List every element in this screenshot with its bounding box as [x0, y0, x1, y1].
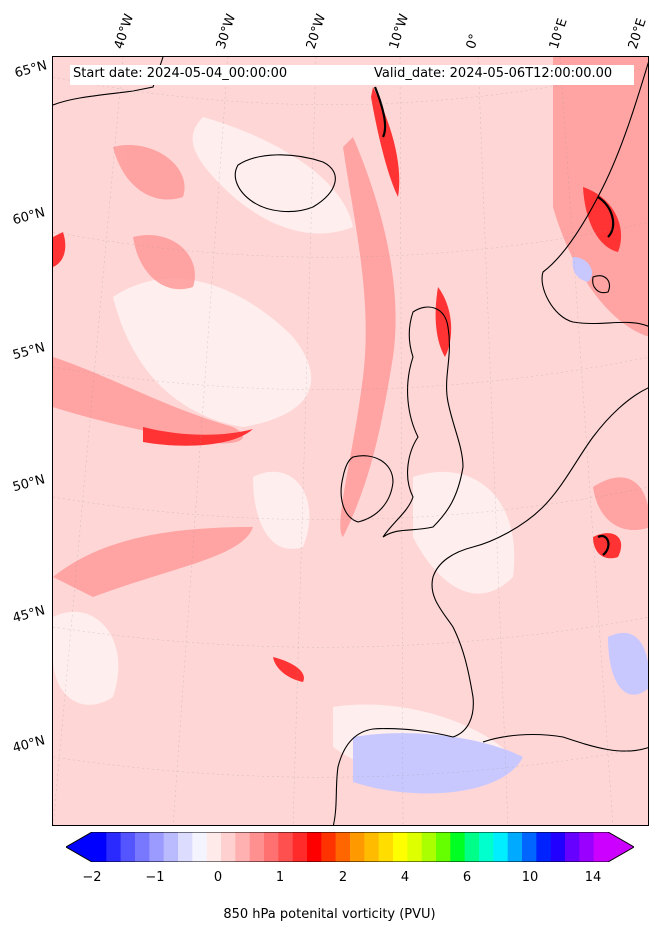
lon-label-10w: 10°W: [386, 12, 413, 51]
colorbar: [66, 832, 634, 862]
colorbar-segment: [235, 832, 250, 862]
colorbar-segment: [393, 832, 408, 862]
colorbar-segment: [565, 832, 580, 862]
colorbar-segment: [92, 832, 107, 862]
colorbar-segment: [292, 832, 308, 862]
colorbar-label: 850 hPa potenital vorticity (PVU): [223, 907, 436, 922]
colorbar-tick-label: 14: [584, 870, 602, 885]
colorbar-segment: [149, 832, 164, 862]
colorbar-segment: [493, 832, 508, 862]
colorbar-segment: [178, 832, 193, 862]
colorbar-segment: [536, 832, 551, 862]
valid-date-label: Valid_date: 2024-05-06T12:00:00.00: [374, 66, 613, 81]
colorbar-segment: [135, 832, 150, 862]
low-pv-regions: [53, 117, 515, 780]
colorbar-segment: [436, 832, 451, 862]
lon-label-30w: 30°W: [213, 12, 240, 51]
colorbar-segment: [221, 832, 236, 862]
colorbar-segment: [364, 832, 379, 862]
start-date-label: Start date: 2024-05-04_00:00:00: [73, 66, 288, 81]
colorbar-segment: [350, 832, 365, 862]
negative-pv-regions: [353, 257, 648, 794]
iceland-coast: [234, 154, 336, 213]
colorbar-tick-label: 6: [462, 870, 472, 885]
colorbar-segment: [264, 832, 279, 862]
high-pv-regions: [53, 87, 622, 682]
colorbar-segment: [421, 832, 437, 862]
norway-coast: [541, 61, 648, 327]
lon-label-0: 0°: [463, 32, 483, 51]
colorbar-segment: [464, 832, 480, 862]
ireland-coast: [340, 455, 394, 523]
colorbar-extend-min: [66, 832, 92, 862]
colorbar-segment: [550, 832, 566, 862]
mediterranean-coast: [482, 734, 648, 752]
sweden-lake: [592, 275, 611, 294]
colorbar-segment: [378, 832, 394, 862]
colorbar-segment: [307, 832, 322, 862]
colorbar-tick-label: 2: [338, 870, 348, 885]
colorbar-segment: [522, 832, 537, 862]
colorbar-segment: [507, 832, 523, 862]
colorbar-segment: [120, 832, 136, 862]
greenland-coast: [53, 57, 164, 106]
lat-label-40n: 40°N: [11, 733, 47, 757]
lat-label-50n: 50°N: [11, 472, 47, 496]
great-britain-coast: [382, 306, 464, 538]
colorbar-segment: [192, 832, 207, 862]
header-background: [70, 65, 634, 85]
colorbar-tick-label: −2: [82, 870, 102, 885]
lon-label-20e: 20°E: [625, 16, 650, 51]
lat-label-45n: 45°N: [11, 603, 47, 627]
colorbar-tick-label: 4: [400, 870, 410, 885]
colorbar-segment: [321, 832, 336, 862]
colorbar-segment: [163, 832, 179, 862]
lon-label-20w: 20°W: [303, 12, 330, 51]
colorbar-extend-max: [608, 832, 634, 862]
colorbar-segment: [407, 832, 422, 862]
colorbar-segment: [479, 832, 494, 862]
map-frame: [52, 56, 649, 826]
colorbar-segment: [249, 832, 265, 862]
colorbar-tick-label: 0: [213, 870, 223, 885]
iberia-coast: [332, 728, 454, 825]
lat-label-55n: 55°N: [11, 340, 47, 364]
colorbar-tick-label: 10: [521, 870, 539, 885]
colorbar-tick-label: −1: [145, 870, 165, 885]
coastlines: [53, 57, 648, 825]
lat-label-60n: 60°N: [11, 205, 47, 229]
colorbar-segment: [593, 832, 609, 862]
europe-coast: [431, 387, 648, 738]
lat-label-65n: 65°N: [13, 58, 49, 82]
colorbar-segment: [278, 832, 293, 862]
pv-2-contours: [373, 86, 615, 556]
pv-field-map: [53, 57, 648, 825]
colorbar-segment: [335, 832, 351, 862]
lon-label-40w: 40°W: [111, 12, 138, 51]
colorbar-segment: [450, 832, 465, 862]
colorbar-tick-label: 1: [275, 870, 285, 885]
colorbar-segment: [106, 832, 121, 862]
lon-label-10e: 10°E: [546, 16, 571, 51]
colorbar-segment: [206, 832, 222, 862]
colorbar-segment: [579, 832, 594, 862]
